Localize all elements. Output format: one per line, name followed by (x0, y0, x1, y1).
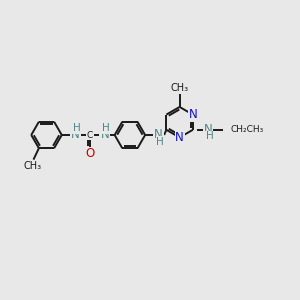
Text: O: O (85, 147, 95, 160)
Text: N: N (188, 108, 197, 121)
Text: CH₃: CH₃ (170, 83, 189, 93)
Text: N: N (71, 128, 80, 142)
Text: H: H (206, 131, 213, 141)
Text: N: N (100, 128, 109, 142)
Text: CH₃: CH₃ (24, 161, 42, 171)
Text: N: N (175, 131, 184, 144)
Text: H: H (73, 123, 81, 134)
Text: H: H (102, 123, 110, 134)
Text: C: C (87, 130, 93, 140)
Text: CH₂CH₃: CH₂CH₃ (231, 125, 264, 134)
Text: N: N (204, 123, 212, 136)
Text: H: H (156, 136, 164, 147)
Text: N: N (154, 128, 163, 142)
